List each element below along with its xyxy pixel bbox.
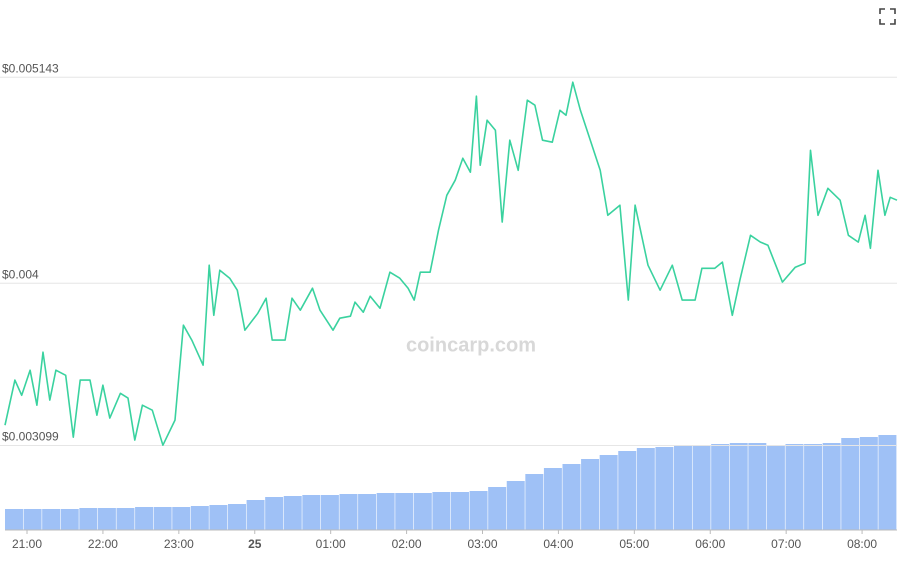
x-tick-label: 22:00	[88, 537, 118, 551]
volume-bar	[116, 508, 135, 530]
volume-bar	[822, 443, 841, 530]
volume-bar	[506, 481, 525, 530]
volume-bar	[376, 493, 395, 530]
volume-bar	[543, 468, 562, 530]
volume-bar	[339, 494, 358, 530]
volume-bar	[692, 445, 711, 530]
y-tick-label: $0.003099	[2, 430, 59, 444]
x-tick-label: 07:00	[771, 537, 801, 551]
x-tick-label: 21:00	[12, 537, 42, 551]
volume-bar	[246, 500, 265, 530]
x-tick-label: 03:00	[467, 537, 497, 551]
volume-bar	[785, 444, 804, 530]
watermark: coincarp.com	[406, 334, 536, 356]
volume-bar	[729, 443, 748, 530]
volume-bar	[451, 492, 469, 530]
volume-bar	[432, 492, 451, 530]
x-tick-label: 04:00	[543, 537, 573, 551]
x-tick-label: 23:00	[164, 537, 194, 551]
volume-bar	[711, 444, 730, 530]
volume-bar	[172, 507, 191, 530]
fullscreen-icon[interactable]	[879, 8, 896, 25]
volume-bar	[618, 451, 637, 530]
volume-bar	[562, 464, 581, 530]
x-tick-label: 05:00	[619, 537, 649, 551]
volume-bar	[395, 493, 414, 530]
x-tick-label: 01:00	[316, 537, 346, 551]
price-line	[4, 81, 898, 446]
volume-bar	[23, 509, 42, 530]
volume-bar	[469, 491, 488, 530]
volume-bar	[766, 446, 785, 530]
volume-bar	[97, 508, 116, 530]
volume-bar	[5, 509, 23, 530]
y-tick-label: $0.004	[2, 267, 39, 281]
volume-bar	[60, 509, 79, 530]
volume-bar	[135, 507, 154, 530]
volume-bar	[804, 444, 823, 530]
volume-bar	[748, 443, 767, 530]
volume-bar	[265, 497, 284, 530]
volume-bar	[581, 459, 600, 530]
volume-bar	[228, 504, 246, 530]
volume-bar	[525, 474, 544, 530]
x-tick-label: 06:00	[695, 537, 725, 551]
volume-bar	[878, 435, 897, 530]
volume-bar	[153, 507, 172, 530]
volume-bar	[302, 495, 321, 530]
volume-bar	[413, 493, 432, 530]
volume-bar	[488, 487, 507, 530]
volume-bar	[636, 448, 655, 530]
volume-bar	[841, 438, 860, 530]
volume-bar	[599, 455, 618, 530]
x-tick-label: 08:00	[847, 537, 877, 551]
volume-bar	[320, 495, 339, 530]
volume-bar	[674, 446, 692, 530]
volume-bar	[190, 506, 209, 530]
x-tick-label: 25	[248, 537, 262, 551]
volume-bar	[859, 437, 878, 530]
volume-bar	[283, 496, 302, 530]
y-tick-label: $0.005143	[2, 61, 59, 75]
volume-bar	[655, 447, 674, 530]
volume-bar	[358, 494, 377, 530]
volume-bar	[209, 505, 228, 530]
volume-bar	[79, 508, 98, 530]
volume-bar	[42, 509, 61, 530]
x-tick-label: 02:00	[392, 537, 422, 551]
